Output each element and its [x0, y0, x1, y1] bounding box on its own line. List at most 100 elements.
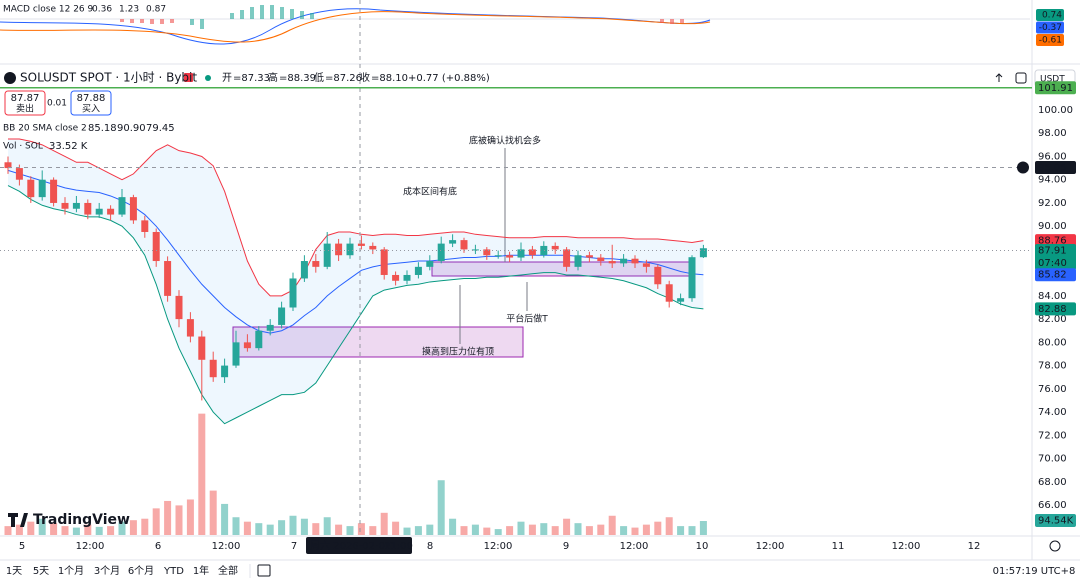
candle-body	[426, 261, 434, 267]
price-tick-label: 90.00	[1038, 221, 1067, 232]
price-badge	[1035, 268, 1076, 282]
volume-bar	[528, 524, 536, 535]
macd-axis-badge	[1036, 34, 1064, 46]
buy-label[interactable]: 买入	[82, 104, 100, 115]
volume-bar	[654, 521, 662, 535]
candle-body	[620, 258, 628, 264]
candle-body	[61, 202, 69, 209]
candle-body	[506, 255, 514, 258]
candle-body	[449, 240, 457, 244]
bb-value: 79.45	[146, 123, 175, 134]
price-badge-label: 88.76	[1038, 236, 1067, 247]
ohlc-label: 收	[360, 71, 370, 84]
candle-body	[118, 197, 126, 215]
timeframe-button[interactable]: 1天	[6, 566, 22, 577]
volume-bar	[494, 529, 502, 535]
candle-body	[152, 231, 160, 262]
volume-bar	[186, 499, 194, 535]
volume-bar	[449, 518, 457, 535]
buy-price[interactable]: 87.88	[77, 93, 106, 104]
up-icon[interactable]	[995, 73, 1003, 82]
flag-icon[interactable]	[184, 73, 193, 82]
volume-bar	[392, 521, 400, 535]
time-tick-label: 5	[19, 541, 25, 552]
symbol-title: SOLUSDT SPOT · 1小时 · Bybit	[20, 71, 197, 85]
volume-bar	[266, 524, 274, 535]
candle-body	[517, 249, 525, 258]
bb-fill	[8, 139, 704, 424]
vol-value: 33.52 K	[49, 141, 88, 152]
time-tick-label: 9	[563, 541, 569, 552]
volume-bar	[620, 526, 628, 535]
sell-button[interactable]	[4, 90, 46, 116]
bb-value: 90.90	[117, 123, 146, 134]
volume-bar	[118, 521, 126, 535]
sell-price[interactable]: 87.87	[11, 93, 40, 104]
candle-body	[563, 249, 571, 267]
timeframe-button[interactable]: 5天	[33, 566, 49, 577]
annotation: 成本区间有底	[403, 186, 457, 198]
candle-body	[437, 243, 445, 262]
volume-bar	[403, 527, 411, 535]
volume-bar	[483, 527, 491, 535]
volume-bar	[209, 490, 217, 535]
candle-body	[50, 179, 58, 203]
timeframe-button[interactable]: YTD	[163, 566, 184, 577]
macd-value: 0.87	[146, 5, 166, 15]
timeframe-button[interactable]: 全部	[218, 564, 238, 577]
volume-bar	[175, 505, 183, 535]
candle-body	[392, 274, 400, 281]
logo-text: TradingView	[33, 512, 130, 528]
candle-body	[289, 278, 297, 308]
date-range-icon[interactable]	[257, 564, 271, 577]
candle-body	[585, 255, 593, 258]
time-tick-label: 12:00	[620, 541, 649, 552]
logo-mark	[8, 513, 28, 527]
candle-body	[608, 261, 616, 264]
volume-bar	[141, 518, 149, 535]
volume-badge	[1035, 514, 1076, 527]
volume-bar	[414, 526, 422, 535]
price-tick-label: 98.00	[1038, 128, 1067, 139]
volume-bar	[243, 521, 251, 535]
price-tick-label: 94.00	[1038, 175, 1067, 186]
time-tick-label: 6	[155, 541, 161, 552]
price-badge-label: 101.91	[1038, 83, 1073, 94]
settings-icon[interactable]	[1049, 540, 1061, 552]
volume-bar	[198, 413, 206, 535]
timeframe-button[interactable]: 1年	[193, 564, 209, 577]
price-tick-label: 74.00	[1038, 407, 1067, 418]
candle-body	[15, 168, 23, 180]
screenshot-icon[interactable]	[1015, 72, 1027, 84]
volume-bar	[346, 526, 354, 535]
bb-label: BB 20 SMA close 2	[3, 124, 87, 134]
candle-body	[540, 245, 548, 256]
volume-bar	[61, 526, 69, 535]
candle-body	[278, 307, 286, 325]
timeframe-button[interactable]: 6个月	[128, 565, 154, 577]
candle-body	[4, 162, 12, 169]
crosshair-add-button[interactable]	[1017, 161, 1029, 174]
candle-body	[175, 295, 183, 320]
currency-label[interactable]: USDT	[1040, 75, 1065, 85]
timeframe-button[interactable]: 3个月	[94, 565, 120, 577]
timeframe-button[interactable]: 1个月	[58, 565, 84, 577]
candle-body	[323, 243, 331, 267]
price-tick-label: 76.00	[1038, 384, 1067, 395]
price-tick-label: 66.00	[1038, 500, 1067, 511]
clock[interactable]: 01:57:19 UTC+8	[993, 566, 1076, 577]
candle-body	[494, 255, 502, 257]
volume-badge-label: 94.54K	[1038, 516, 1074, 527]
candle-body	[72, 202, 80, 209]
volume-bar	[608, 515, 616, 535]
volume-bar	[323, 517, 331, 535]
macd-axis-badge	[1036, 21, 1064, 34]
sell-label[interactable]: 卖出	[16, 103, 34, 115]
volume-bar	[460, 526, 468, 535]
volume-bar	[688, 526, 696, 535]
price-tick-label: 70.00	[1038, 454, 1067, 465]
price-tick-label: 80.00	[1038, 337, 1067, 348]
buy-button[interactable]	[70, 90, 112, 116]
candle-body	[27, 179, 35, 198]
